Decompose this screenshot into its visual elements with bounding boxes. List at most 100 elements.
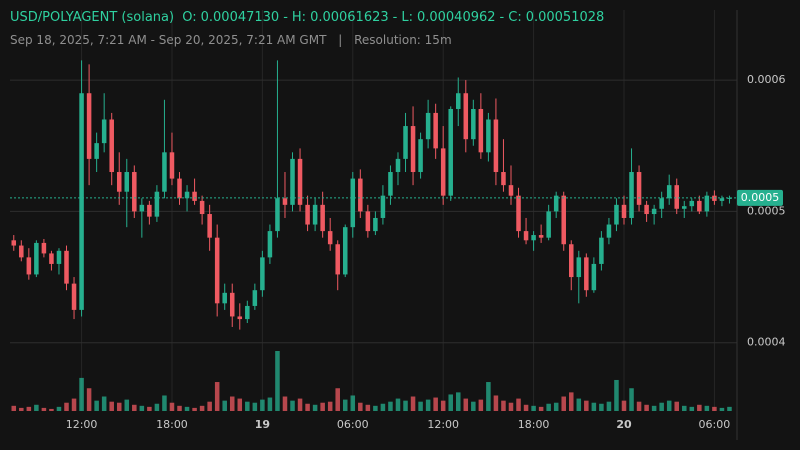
candle-body bbox=[124, 172, 130, 192]
candle-body bbox=[727, 197, 732, 199]
volume-bar bbox=[373, 405, 378, 411]
candle-body bbox=[320, 204, 325, 232]
ohlc-summary: O: 0.00047130- H: 0.00061623- L: 0.00040962- C… bbox=[182, 10, 608, 25]
volume-bar bbox=[312, 404, 318, 411]
volume-bar bbox=[704, 405, 710, 411]
candle-body bbox=[599, 237, 604, 264]
volume-bar bbox=[335, 388, 340, 411]
candle-body bbox=[229, 292, 235, 317]
candle-body bbox=[659, 198, 664, 209]
candle-body bbox=[86, 93, 92, 159]
volume-bar bbox=[644, 404, 649, 411]
volume-bar bbox=[418, 401, 423, 411]
volume-bar bbox=[523, 404, 529, 411]
volume-bar bbox=[154, 403, 160, 411]
volume-bar bbox=[440, 400, 446, 411]
candle-body bbox=[365, 211, 371, 232]
volume-bar bbox=[493, 395, 499, 411]
ohlc-value: 0.00040962 bbox=[416, 10, 496, 25]
volume-bar bbox=[199, 405, 205, 411]
candle-body bbox=[222, 292, 227, 304]
ohlc-name: H: bbox=[291, 10, 307, 25]
volume-bar bbox=[79, 377, 84, 411]
candle-body bbox=[425, 112, 431, 140]
header: USD/POLYAGENT (solana) O: 0.00047130- H: 0.… bbox=[10, 10, 612, 25]
volume-bar bbox=[139, 405, 145, 411]
volume-bar bbox=[471, 401, 476, 411]
volume-bar bbox=[124, 399, 130, 411]
candle-body bbox=[184, 191, 190, 199]
candle-body bbox=[546, 211, 551, 238]
candle-body bbox=[689, 200, 695, 207]
volume-bar bbox=[395, 398, 401, 411]
candle-body bbox=[147, 204, 152, 217]
candle-body bbox=[358, 178, 363, 212]
ohlc-value: 0.00051028 bbox=[525, 10, 605, 25]
candle-body bbox=[335, 244, 340, 275]
candle-body bbox=[591, 263, 597, 291]
candle-body bbox=[410, 126, 416, 173]
volume-bar bbox=[712, 406, 717, 411]
candle-body bbox=[94, 143, 99, 159]
volume-bar bbox=[388, 401, 393, 411]
separator: - bbox=[283, 10, 288, 25]
candle-body bbox=[538, 235, 544, 238]
volume-bar bbox=[651, 405, 657, 411]
volume-bar bbox=[448, 394, 453, 411]
candle-body bbox=[553, 195, 559, 212]
x-tick-label: 06:00 bbox=[699, 418, 731, 431]
candle-body bbox=[614, 204, 619, 225]
y-tick-label: 0.0006 bbox=[747, 73, 786, 86]
volume-bar bbox=[26, 406, 32, 411]
y-tick-label: 0.0004 bbox=[747, 336, 786, 349]
volume-bar bbox=[486, 382, 491, 411]
volume-bar bbox=[214, 382, 220, 411]
volume-bar bbox=[546, 403, 551, 411]
volume-bar bbox=[237, 398, 243, 411]
candle-body bbox=[629, 172, 634, 218]
candle-body bbox=[440, 148, 446, 196]
candle-body bbox=[478, 108, 484, 153]
x-tick-label: 18:00 bbox=[156, 418, 188, 431]
volume-bar bbox=[719, 407, 725, 411]
volume-bar bbox=[697, 404, 702, 411]
volume-bar bbox=[350, 395, 356, 411]
volume-bar bbox=[501, 400, 506, 411]
volume-bar bbox=[576, 398, 582, 411]
candle-body bbox=[584, 257, 589, 291]
candle-body bbox=[41, 242, 47, 254]
volume-bar bbox=[425, 399, 431, 411]
ohlc-name: O: bbox=[182, 10, 197, 25]
candle-body bbox=[493, 119, 499, 173]
candle-body bbox=[674, 185, 679, 209]
last-price-box bbox=[737, 189, 783, 206]
x-tick-label: 12:00 bbox=[427, 418, 459, 431]
candle-body bbox=[342, 227, 348, 275]
candle-body bbox=[666, 185, 672, 199]
x-tick-label: 06:00 bbox=[337, 418, 369, 431]
volume-bar bbox=[275, 351, 280, 411]
volume-bar bbox=[64, 402, 69, 411]
volume-bar bbox=[674, 401, 679, 411]
candle-body bbox=[516, 195, 521, 232]
x-tick-label: 20 bbox=[616, 418, 632, 431]
candle-body bbox=[433, 112, 438, 149]
volume-bar bbox=[109, 401, 114, 411]
candle-body bbox=[154, 191, 160, 217]
volume-bar bbox=[584, 400, 589, 411]
candle-body bbox=[501, 172, 506, 186]
candle-body bbox=[56, 250, 62, 264]
candle-body bbox=[64, 250, 69, 284]
candle-body bbox=[290, 158, 295, 205]
volume-bar bbox=[666, 400, 672, 411]
separator: - bbox=[392, 10, 398, 25]
candle-body bbox=[245, 305, 250, 320]
candle-body bbox=[305, 204, 310, 225]
volume-bar bbox=[403, 400, 408, 411]
volume-bar bbox=[538, 406, 544, 411]
volume-bar bbox=[222, 400, 227, 411]
candle-body bbox=[252, 290, 258, 306]
volume-bar bbox=[508, 402, 514, 411]
candle-body bbox=[486, 119, 491, 153]
